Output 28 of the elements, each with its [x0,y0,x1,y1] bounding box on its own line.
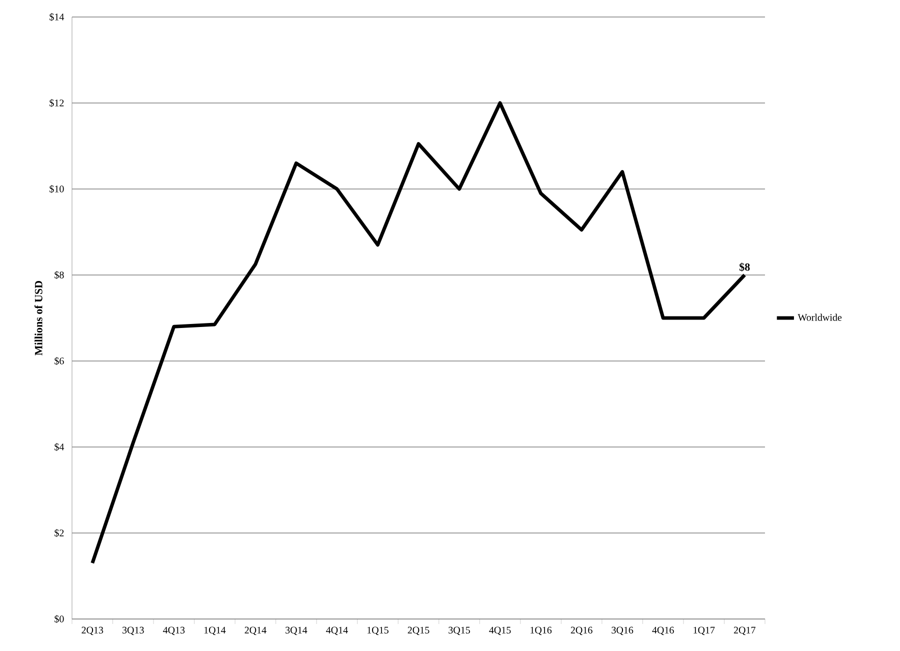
x-tick-label: 2Q15 [408,626,430,636]
x-tick-label: 4Q15 [489,626,511,636]
x-tick-label: 3Q16 [612,626,634,636]
x-tick-label: 1Q14 [204,626,226,636]
y-tick-label: $6 [54,356,64,366]
y-tick-label: $8 [54,270,64,280]
x-tick-label: 2Q16 [570,626,592,636]
x-tick-label: 2Q17 [734,626,756,636]
y-tick-label: $12 [50,98,64,108]
x-tick-label: 3Q15 [448,626,470,636]
y-axis-title: Millions of USD [34,280,42,356]
y-tick-label: $14 [50,12,64,22]
data-label: $8 [740,262,750,272]
x-tick-label: 1Q17 [694,626,715,636]
x-tick-label: 1Q15 [368,626,388,636]
y-tick-label: $2 [54,528,64,538]
x-tick-label: 1Q16 [530,626,552,636]
y-tick-label: $0 [54,614,64,624]
x-tick-label: 2Q14 [244,626,266,636]
legend-label: Worldwide [798,314,842,321]
y-tick-label: $10 [50,184,64,194]
x-tick-label: 4Q16 [652,626,674,636]
x-tick-label: 2Q13 [82,626,104,636]
x-tick-label: 4Q13 [162,626,185,636]
x-tick-label: 3Q14 [286,626,308,636]
x-tick-label: 3Q13 [122,626,144,636]
y-tick-label: $4 [54,442,64,452]
x-tick-label: 4Q14 [326,626,348,636]
